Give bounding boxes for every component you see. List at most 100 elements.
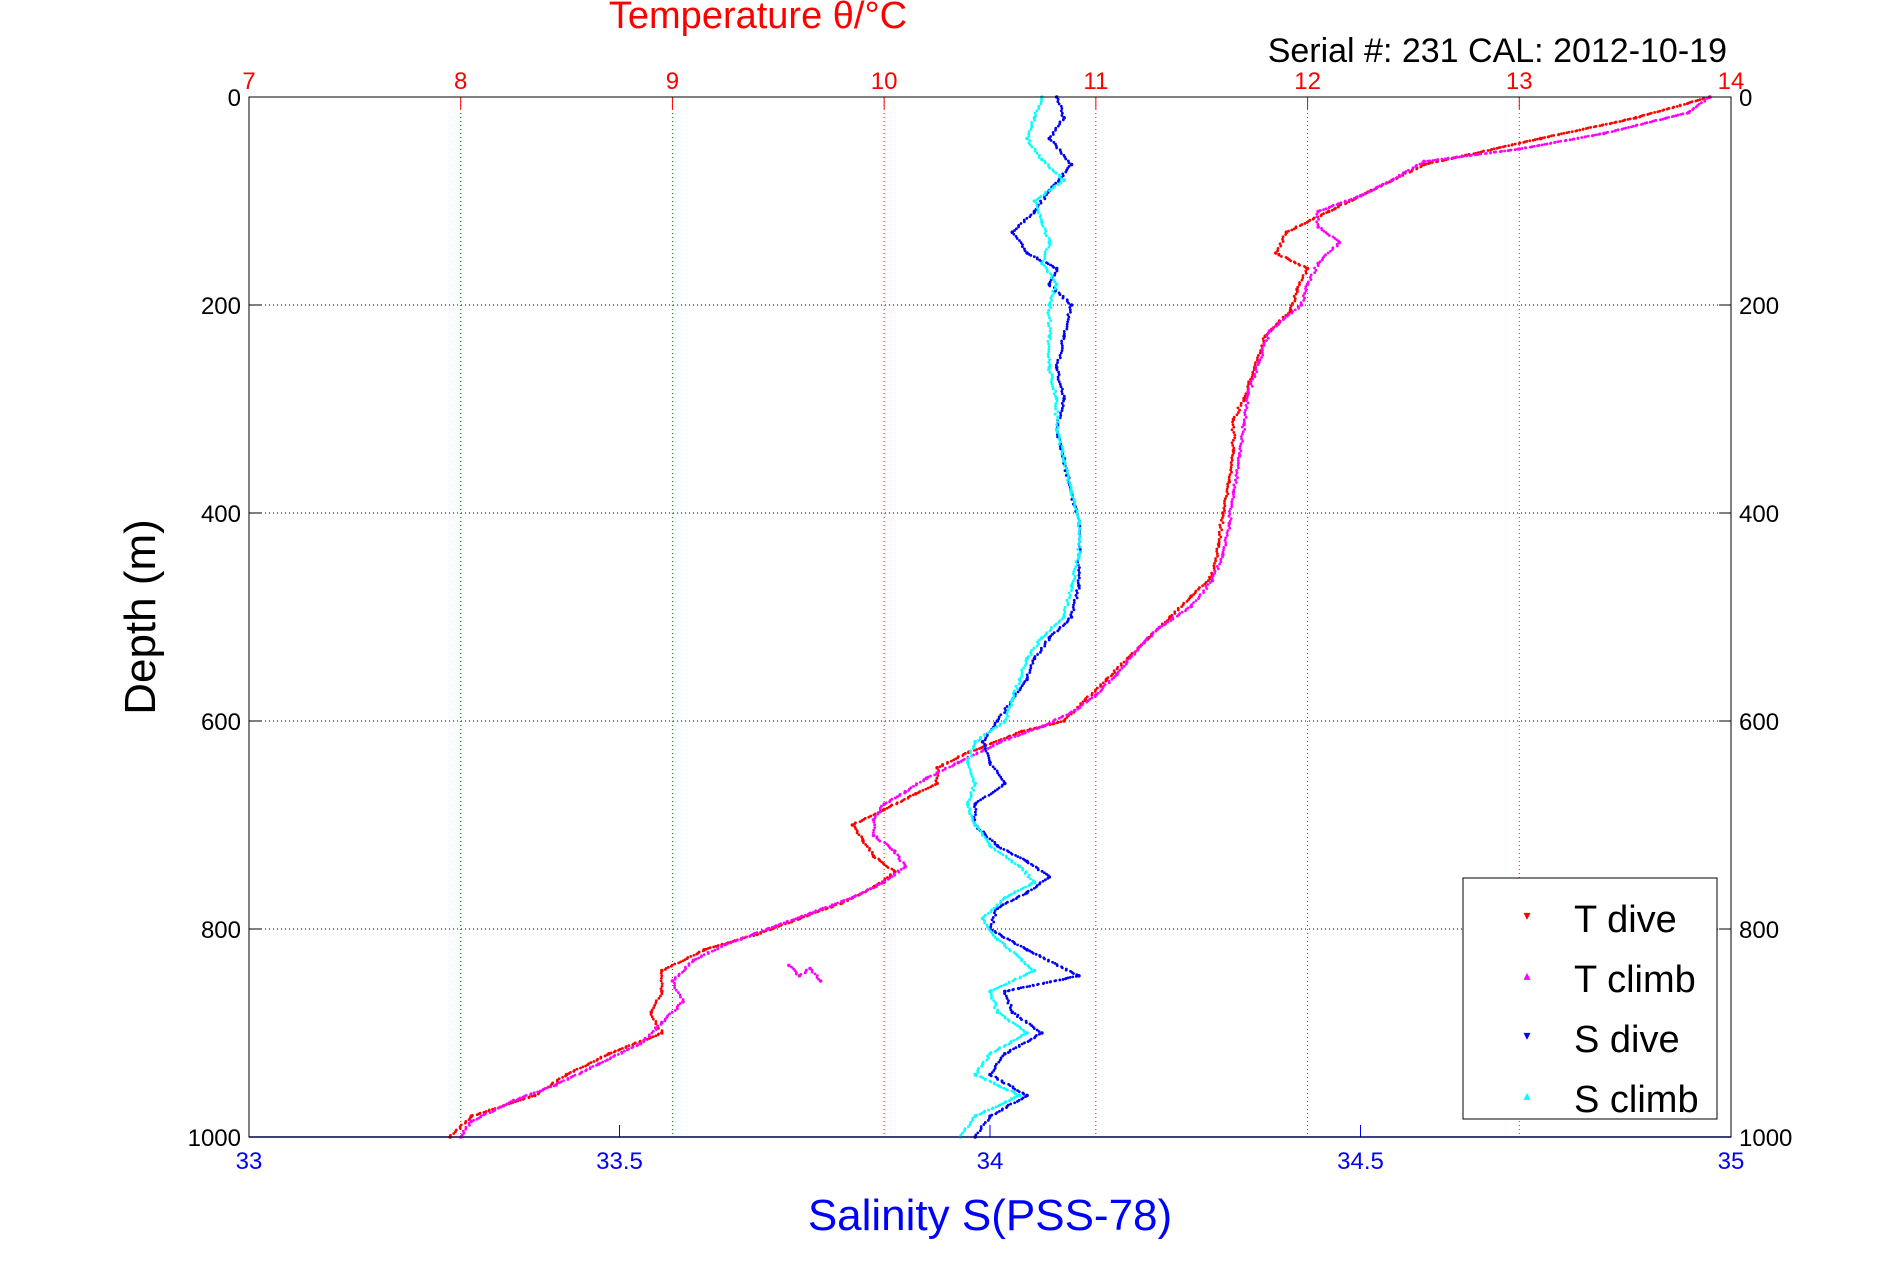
data-point-interp xyxy=(1027,965,1031,969)
data-point-interp xyxy=(739,938,743,941)
data-point-interp xyxy=(1238,444,1242,448)
data-point-interp xyxy=(1063,462,1067,465)
data-point-interp xyxy=(1078,550,1082,554)
data-point-interp xyxy=(1049,332,1053,335)
data-point-interp xyxy=(1065,716,1069,719)
data-point-interp xyxy=(1122,664,1126,668)
data-point-interp xyxy=(1039,213,1042,217)
data-point-interp xyxy=(1013,1012,1017,1016)
temperature-tick-label: 13 xyxy=(1506,68,1533,95)
data-point-interp xyxy=(1064,968,1068,972)
data-point-interp xyxy=(1237,466,1240,470)
data-point-interp xyxy=(1626,118,1630,121)
data-point-interp xyxy=(1245,406,1249,410)
data-point-interp xyxy=(1053,280,1057,284)
data-point-interp xyxy=(1016,889,1020,892)
data-point-interp xyxy=(595,1063,598,1067)
data-point-interp xyxy=(1058,120,1062,124)
data-point-interp xyxy=(1219,535,1223,539)
data-point-interp xyxy=(1415,167,1419,171)
data-point-interp xyxy=(967,765,971,769)
data-point-interp xyxy=(1640,123,1643,126)
data-point-interp xyxy=(1219,557,1223,561)
data-point-interp xyxy=(1062,399,1065,403)
data-point-interp xyxy=(981,796,985,800)
data-point-interp xyxy=(1036,653,1039,656)
data-point-interp xyxy=(1215,550,1219,553)
data-point-interp xyxy=(1317,217,1320,221)
data-point-interp xyxy=(1027,730,1030,733)
data-point-interp xyxy=(1473,153,1477,157)
data-point-interp xyxy=(1049,327,1052,330)
data-point-interp xyxy=(1451,156,1454,160)
data-point-interp xyxy=(1223,538,1227,542)
data-point-interp xyxy=(1046,321,1050,325)
data-point-interp xyxy=(984,749,988,753)
data-point xyxy=(1062,178,1066,182)
data-point-interp xyxy=(997,1060,1001,1064)
data-point-interp xyxy=(1003,944,1007,948)
data-point-interp xyxy=(1056,415,1060,419)
data-point-interp xyxy=(1520,147,1524,150)
data-point-interp xyxy=(1221,555,1224,559)
data-point-interp xyxy=(1234,478,1237,482)
data-point-interp xyxy=(1084,697,1088,700)
data-point-interp xyxy=(654,1028,658,1031)
data-point-interp xyxy=(998,939,1002,943)
data-point-interp xyxy=(1278,319,1282,323)
data-point-interp xyxy=(1066,469,1069,472)
data-point-interp xyxy=(1067,712,1071,716)
data-point-interp xyxy=(1279,254,1283,258)
data-point-interp xyxy=(993,911,996,915)
data-point-interp xyxy=(1066,601,1070,604)
data-point-interp xyxy=(1015,1095,1019,1098)
data-point-interp xyxy=(1068,596,1071,600)
data-point-interp xyxy=(1630,125,1633,129)
data-point-interp xyxy=(1506,149,1510,153)
data-point-interp xyxy=(935,772,939,776)
data-point-interp xyxy=(1069,594,1072,597)
data-point-interp xyxy=(1235,413,1239,417)
data-point-interp xyxy=(1229,466,1233,469)
data-point-interp xyxy=(1022,682,1026,685)
data-point-interp xyxy=(816,910,820,914)
data-point-interp xyxy=(1062,332,1066,336)
data-point-interp xyxy=(650,1015,654,1019)
data-point-interp xyxy=(994,1112,998,1116)
data-point-interp xyxy=(1017,682,1021,686)
data-point-interp xyxy=(933,773,937,777)
data-point-interp xyxy=(1239,404,1243,407)
data-point-interp xyxy=(1061,624,1065,628)
data-point-interp xyxy=(1059,447,1062,451)
data-point-interp xyxy=(1214,559,1217,563)
data-point-interp xyxy=(1063,717,1067,721)
data-point-interp xyxy=(1047,360,1051,364)
data-point-interp xyxy=(1057,717,1061,720)
data-point-interp xyxy=(1075,510,1079,513)
data-point-interp xyxy=(1047,236,1051,240)
data-point-interp xyxy=(1243,420,1246,424)
data-point-interp xyxy=(976,1069,980,1072)
data-point-interp xyxy=(1004,994,1008,998)
data-point-interp xyxy=(973,818,977,822)
data-point-interp xyxy=(1016,863,1020,867)
data-point-interp xyxy=(1065,325,1069,328)
data-point-interp xyxy=(1236,464,1240,467)
data-point-interp xyxy=(1681,112,1685,116)
data-point-interp xyxy=(1247,389,1250,393)
data-point-interp xyxy=(1293,308,1297,312)
data-point-interp xyxy=(1020,1042,1024,1046)
data-point-interp xyxy=(1223,509,1226,512)
data-point-interp xyxy=(1243,428,1247,431)
depth-tick-label-right: 800 xyxy=(1739,917,1779,944)
data-point-interp xyxy=(966,758,969,762)
data-point xyxy=(1019,729,1024,734)
data-point-interp xyxy=(1017,730,1021,734)
data-point-interp xyxy=(1071,572,1075,576)
data-point-interp xyxy=(1241,432,1244,436)
data-point-interp xyxy=(1130,654,1134,658)
data-point-interp xyxy=(1003,738,1007,742)
data-point-interp xyxy=(1333,236,1337,240)
data-point-interp xyxy=(1251,377,1255,381)
data-point-interp xyxy=(1057,102,1061,106)
